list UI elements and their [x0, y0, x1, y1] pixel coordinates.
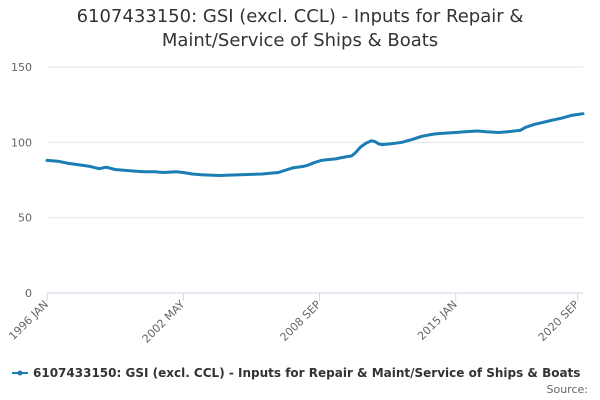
data-point-0-25[interactable] — [325, 158, 329, 161]
series-layer — [45, 112, 585, 177]
data-point-0-10[interactable] — [153, 170, 156, 173]
data-point-0-16[interactable] — [217, 174, 221, 177]
data-point-0-37[interactable] — [400, 141, 404, 144]
y-axis-ticks: 0 50 100 150 — [11, 61, 32, 300]
y-tick-label-3: 150 — [11, 61, 32, 74]
data-point-0-36[interactable] — [389, 142, 393, 146]
data-point-0-30[interactable] — [359, 145, 363, 149]
legend[interactable]: 6107433150: GSI (excl. CCL) - Inputs for… — [12, 366, 580, 380]
data-point-0-15[interactable] — [199, 173, 203, 176]
chart-title-line-1: 6107433150: GSI (excl. CCL) - Inputs for… — [77, 6, 524, 27]
data-point-0-47[interactable] — [506, 130, 510, 134]
data-point-0-18[interactable] — [260, 172, 264, 176]
legend-label: 6107433150: GSI (excl. CCL) - Inputs for… — [33, 366, 580, 380]
data-point-0-5[interactable] — [97, 167, 101, 170]
data-point-0-31[interactable] — [364, 141, 368, 145]
data-point-0-6[interactable] — [104, 165, 108, 169]
data-point-0-4[interactable] — [88, 165, 92, 168]
data-point-0-23[interactable] — [312, 161, 316, 164]
data-point-0-9[interactable] — [142, 170, 146, 173]
data-point-0-12[interactable] — [174, 170, 178, 173]
data-point-0-3[interactable] — [78, 163, 81, 167]
series-line-0 — [45, 112, 585, 177]
data-point-0-35[interactable] — [380, 143, 384, 146]
data-point-0-43[interactable] — [463, 130, 467, 134]
data-point-0-14[interactable] — [190, 172, 194, 176]
data-point-0-26[interactable] — [334, 157, 337, 161]
data-point-0-22[interactable] — [307, 163, 311, 167]
data-point-0-40[interactable] — [432, 132, 436, 136]
data-point-0-19[interactable] — [277, 171, 280, 174]
y-tick-label-0: 0 — [25, 287, 32, 300]
data-point-0-20[interactable] — [291, 166, 294, 170]
legend-swatch-marker — [17, 370, 23, 376]
data-point-0-34[interactable] — [377, 142, 380, 146]
x-axis-ticks: 1996 JAN 2002 MAY 2008 SEP 2015 JAN 2020 SEP — [6, 293, 582, 346]
data-point-0-29[interactable] — [354, 151, 357, 155]
data-point-0-28[interactable] — [350, 154, 354, 158]
data-point-0-0[interactable] — [45, 159, 49, 162]
data-point-0-53[interactable] — [560, 116, 563, 120]
data-point-0-32[interactable] — [370, 139, 373, 143]
data-point-0-45[interactable] — [484, 130, 488, 134]
data-point-0-48[interactable] — [519, 129, 522, 132]
data-point-0-38[interactable] — [411, 138, 415, 141]
data-point-0-44[interactable] — [475, 129, 479, 133]
data-point-0-1[interactable] — [56, 159, 60, 163]
data-point-0-42[interactable] — [454, 131, 458, 134]
x-tick-label-1: 2002 MAY — [140, 298, 188, 346]
data-point-0-17[interactable] — [239, 173, 242, 176]
data-point-0-41[interactable] — [441, 132, 445, 135]
data-point-0-56[interactable] — [576, 113, 579, 116]
data-point-0-55[interactable] — [570, 113, 574, 117]
data-point-0-11[interactable] — [162, 171, 165, 174]
x-tick-label-3: 2015 JAN — [415, 298, 460, 343]
data-point-0-8[interactable] — [131, 169, 135, 173]
data-point-0-39[interactable] — [420, 135, 424, 138]
data-point-0-49[interactable] — [524, 126, 527, 129]
data-point-0-21[interactable] — [302, 165, 305, 168]
data-point-0-51[interactable] — [540, 121, 544, 124]
x-tick-label-2: 2008 SEP — [278, 298, 324, 344]
data-point-0-46[interactable] — [497, 131, 501, 134]
data-point-0-54[interactable] — [565, 115, 569, 118]
x-tick-label-0: 1996 JAN — [6, 298, 51, 343]
grid — [47, 66, 583, 219]
data-point-0-27[interactable] — [341, 156, 345, 159]
chart-title-line-2: Maint/Service of Ships & Boats — [162, 30, 438, 51]
source-label: Source: — [547, 383, 589, 396]
data-point-0-2[interactable] — [67, 162, 70, 165]
data-point-0-52[interactable] — [549, 119, 552, 122]
data-point-0-7[interactable] — [113, 168, 117, 171]
data-point-0-50[interactable] — [533, 123, 536, 126]
data-point-0-57[interactable] — [581, 112, 585, 115]
y-tick-label-2: 100 — [11, 136, 32, 149]
data-point-0-24[interactable] — [320, 159, 323, 162]
y-tick-label-1: 50 — [18, 212, 32, 225]
data-point-0-33[interactable] — [373, 140, 377, 143]
x-tick-label-4: 2020 SEP — [536, 298, 582, 344]
data-point-0-13[interactable] — [181, 171, 185, 174]
